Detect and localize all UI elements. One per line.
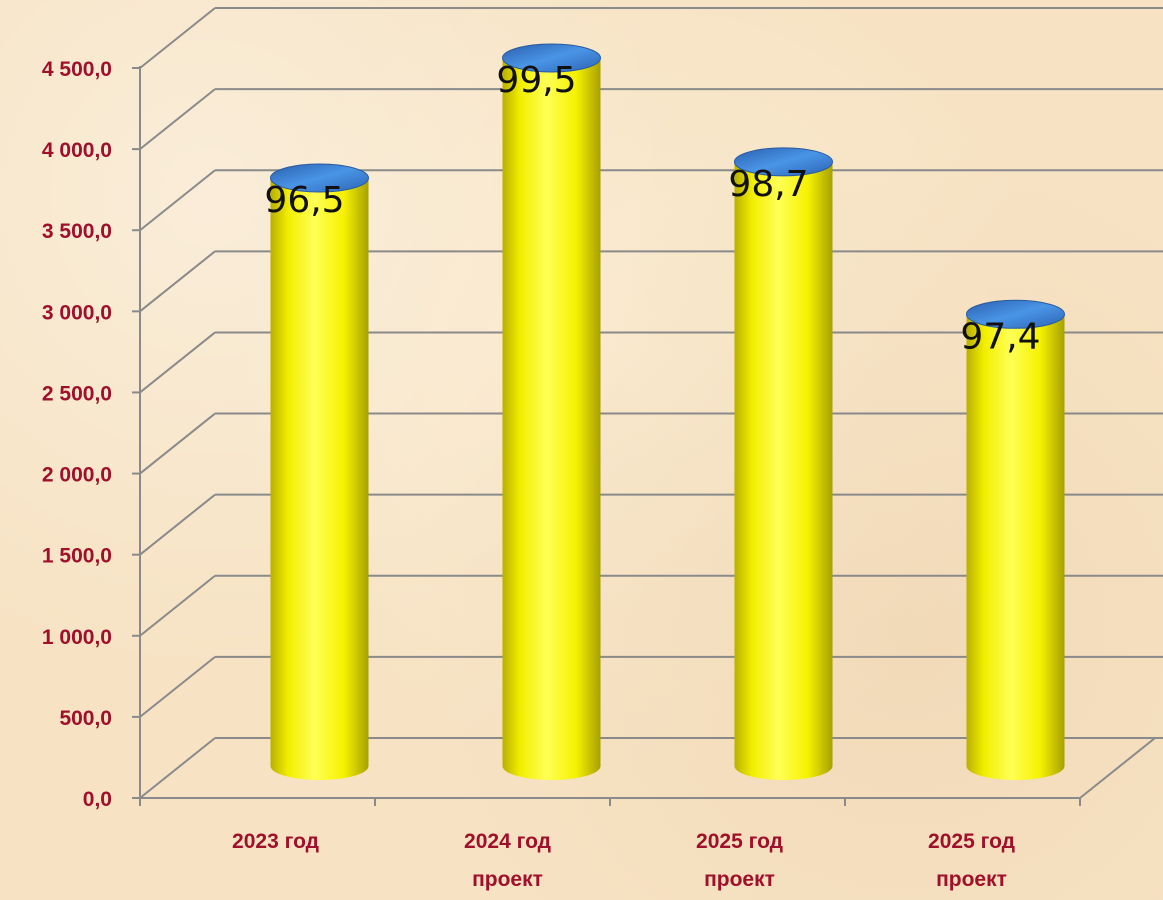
gridline [139,88,1163,150]
bar: 96,5 [264,163,369,781]
bars: 96,5 99,5 98,7 97,4 [264,43,1065,781]
data-label: 98,7 [728,164,808,205]
bar-top-cap [502,43,601,73]
x-tick-label: 2024 год проект [464,830,551,891]
y-tick-label: 2 500,0 [42,382,112,405]
bar-body [270,178,369,781]
floor-edge [1079,737,1156,799]
data-label: 96,5 [264,180,344,221]
bar: 99,5 [496,43,601,780]
y-tick-label: 1 000,0 [42,626,112,649]
y-tick-label: 4 500,0 [42,58,112,81]
y-tick-label: 4 000,0 [42,139,112,162]
y-tick-label: 1 500,0 [42,545,112,568]
data-label: 97,4 [960,316,1040,357]
gridline [139,250,1163,313]
data-label: 99,5 [496,60,576,101]
gridline [139,169,1163,232]
x-axis-tick-labels: 2023 год 2024 год проект 2025 год проект 2025… [232,830,1015,891]
y-tick-label: 2 000,0 [42,464,112,487]
y-axis-tick-labels: 0,0 500,0 1 000,0 1 500,0 2 000,0 2 500,0 3 00… [42,58,112,811]
x-tick-label: 2025 год проект [696,830,783,891]
bar-body [966,314,1065,780]
bar-top-cap [270,163,369,193]
gridline [139,7,1163,69]
bar-top-cap [966,299,1065,329]
bar-body [734,161,833,781]
y-tick-label: 0,0 [83,788,112,811]
bar: 98,7 [728,147,833,781]
y-tick-label: 500,0 [59,707,112,730]
y-tick-label: 3 500,0 [42,220,112,243]
x-tick-label: 2025 год проект [928,830,1015,891]
bar-top-cap [734,147,833,177]
axes [132,66,1156,806]
bar-body [502,58,601,780]
x-tick-label: 2023 год [232,830,319,853]
bar: 97,4 [960,299,1065,780]
y-tick-label: 3 000,0 [42,301,112,324]
